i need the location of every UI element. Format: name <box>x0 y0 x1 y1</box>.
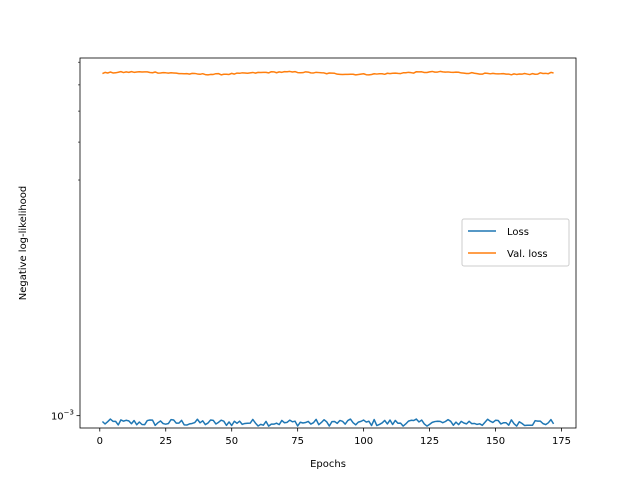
series-line-loss <box>101 418 555 427</box>
x-tick-label: 100 <box>354 436 373 447</box>
y-axis-label: Negative log-likelihood <box>18 186 29 301</box>
legend-label-loss: Loss <box>507 227 529 238</box>
y-axis: 10−3 <box>51 61 80 423</box>
x-tick-label: 150 <box>486 436 505 447</box>
y-tick-label: 10−3 <box>51 409 74 423</box>
x-axis: 0 25 50 75 100 125 150 175 <box>97 428 571 447</box>
series-line-val-loss <box>102 70 554 76</box>
x-tick-label: 25 <box>159 436 172 447</box>
x-axis-label: Epochs <box>310 459 346 470</box>
x-tick-label: 75 <box>291 436 304 447</box>
x-tick-label: 125 <box>420 436 439 447</box>
plot-frame <box>79 57 577 429</box>
x-tick-label: 175 <box>552 436 571 447</box>
legend: Loss Val. loss <box>461 218 570 267</box>
series-layer <box>101 70 555 427</box>
x-tick-label: 0 <box>97 436 103 447</box>
legend-label-val-loss: Val. loss <box>507 249 548 260</box>
x-tick-label: 50 <box>225 436 238 447</box>
